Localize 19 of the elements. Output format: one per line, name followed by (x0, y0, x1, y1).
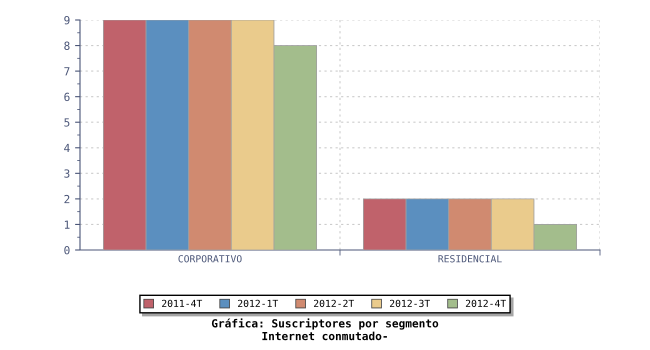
y-tick-label: 5 (64, 118, 70, 127)
legend-label: 2012-2T (314, 300, 354, 308)
legend-label: 2012-1T (238, 300, 278, 308)
legend-label: 2011-4T (162, 300, 202, 308)
y-tick-label: 9 (64, 16, 70, 24)
y-tick-label: 0 (64, 246, 70, 254)
y-tick-label: 8 (64, 42, 70, 50)
y-tick-label: 1 (64, 220, 70, 229)
text: Internet conmutado- (262, 332, 387, 340)
y-tick-label: 7 (64, 67, 70, 76)
y-tick-label: 4 (64, 144, 70, 152)
y-tick-label: 3 (64, 169, 70, 178)
legend-label: 2012-3T (390, 300, 430, 308)
x-tick-label: CORPORATIVO (178, 255, 242, 262)
x-tick-label: RESIDENCIAL (438, 255, 502, 262)
text: Gráfica: Suscriptores por segmento (212, 318, 438, 330)
y-tick-label: 6 (64, 92, 70, 102)
legend-label: 2012-4T (466, 300, 506, 308)
y-tick-label: 2 (64, 194, 70, 204)
